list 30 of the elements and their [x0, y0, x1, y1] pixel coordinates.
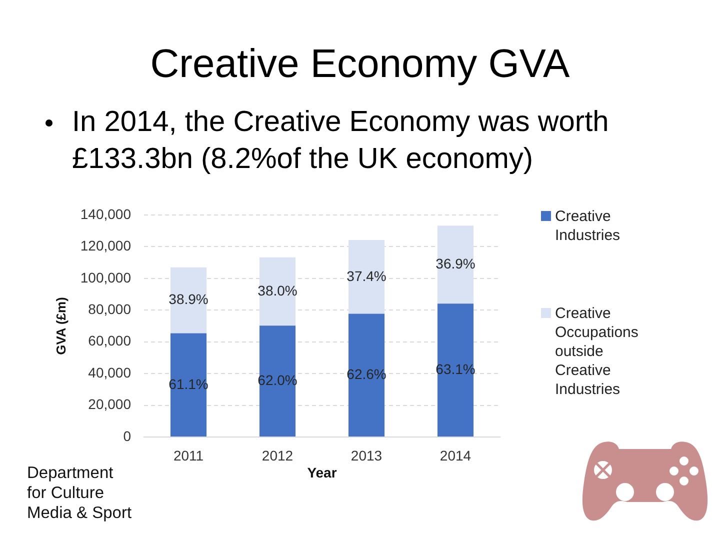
x-axis-title: Year: [307, 464, 338, 480]
text: Department for Culture Media & Sport: [27, 463, 133, 523]
bar: [170, 267, 207, 334]
y-axis-title: GVA (£m): [53, 297, 68, 355]
x-tick-label: 2011: [173, 447, 204, 464]
bar: [259, 257, 296, 326]
x-tick-label: 2013: [350, 447, 382, 464]
chart-subtitle: In 2014, the Creative Economy was worth £133.3bn (8.2%of the UK economy): [72, 105, 610, 177]
legend-label: Creative Industries: [555, 207, 622, 245]
y-tick-label: 60,000: [88, 332, 132, 349]
legend-label: Creative Occupations outside Creative Industries: [555, 304, 640, 399]
bar: [437, 304, 474, 436]
y-tick-label: 100,000: [80, 269, 132, 286]
y-tick-label: 20,000: [88, 396, 132, 412]
chart-title: Creative Economy GVA: [149, 41, 571, 88]
annotation: 37.4%: [346, 268, 386, 284]
bar: [348, 240, 385, 314]
y-tick-label: 40,000: [88, 364, 132, 380]
y-tick-label: 0: [123, 428, 132, 444]
y-tick-label: 120,000: [80, 238, 132, 254]
x-tick-label: 2012: [262, 447, 294, 464]
annotation: 38.9%: [168, 291, 208, 308]
x-tick-label: 2014: [440, 447, 472, 464]
y-tick-label: 140,000: [80, 206, 132, 222]
bar: [259, 326, 296, 436]
annotation: 38.0%: [258, 282, 298, 298]
bar: [348, 314, 385, 436]
y-tick-label: 80,000: [88, 301, 132, 317]
annotation: 36.9%: [436, 255, 476, 272]
bar: [437, 226, 474, 304]
